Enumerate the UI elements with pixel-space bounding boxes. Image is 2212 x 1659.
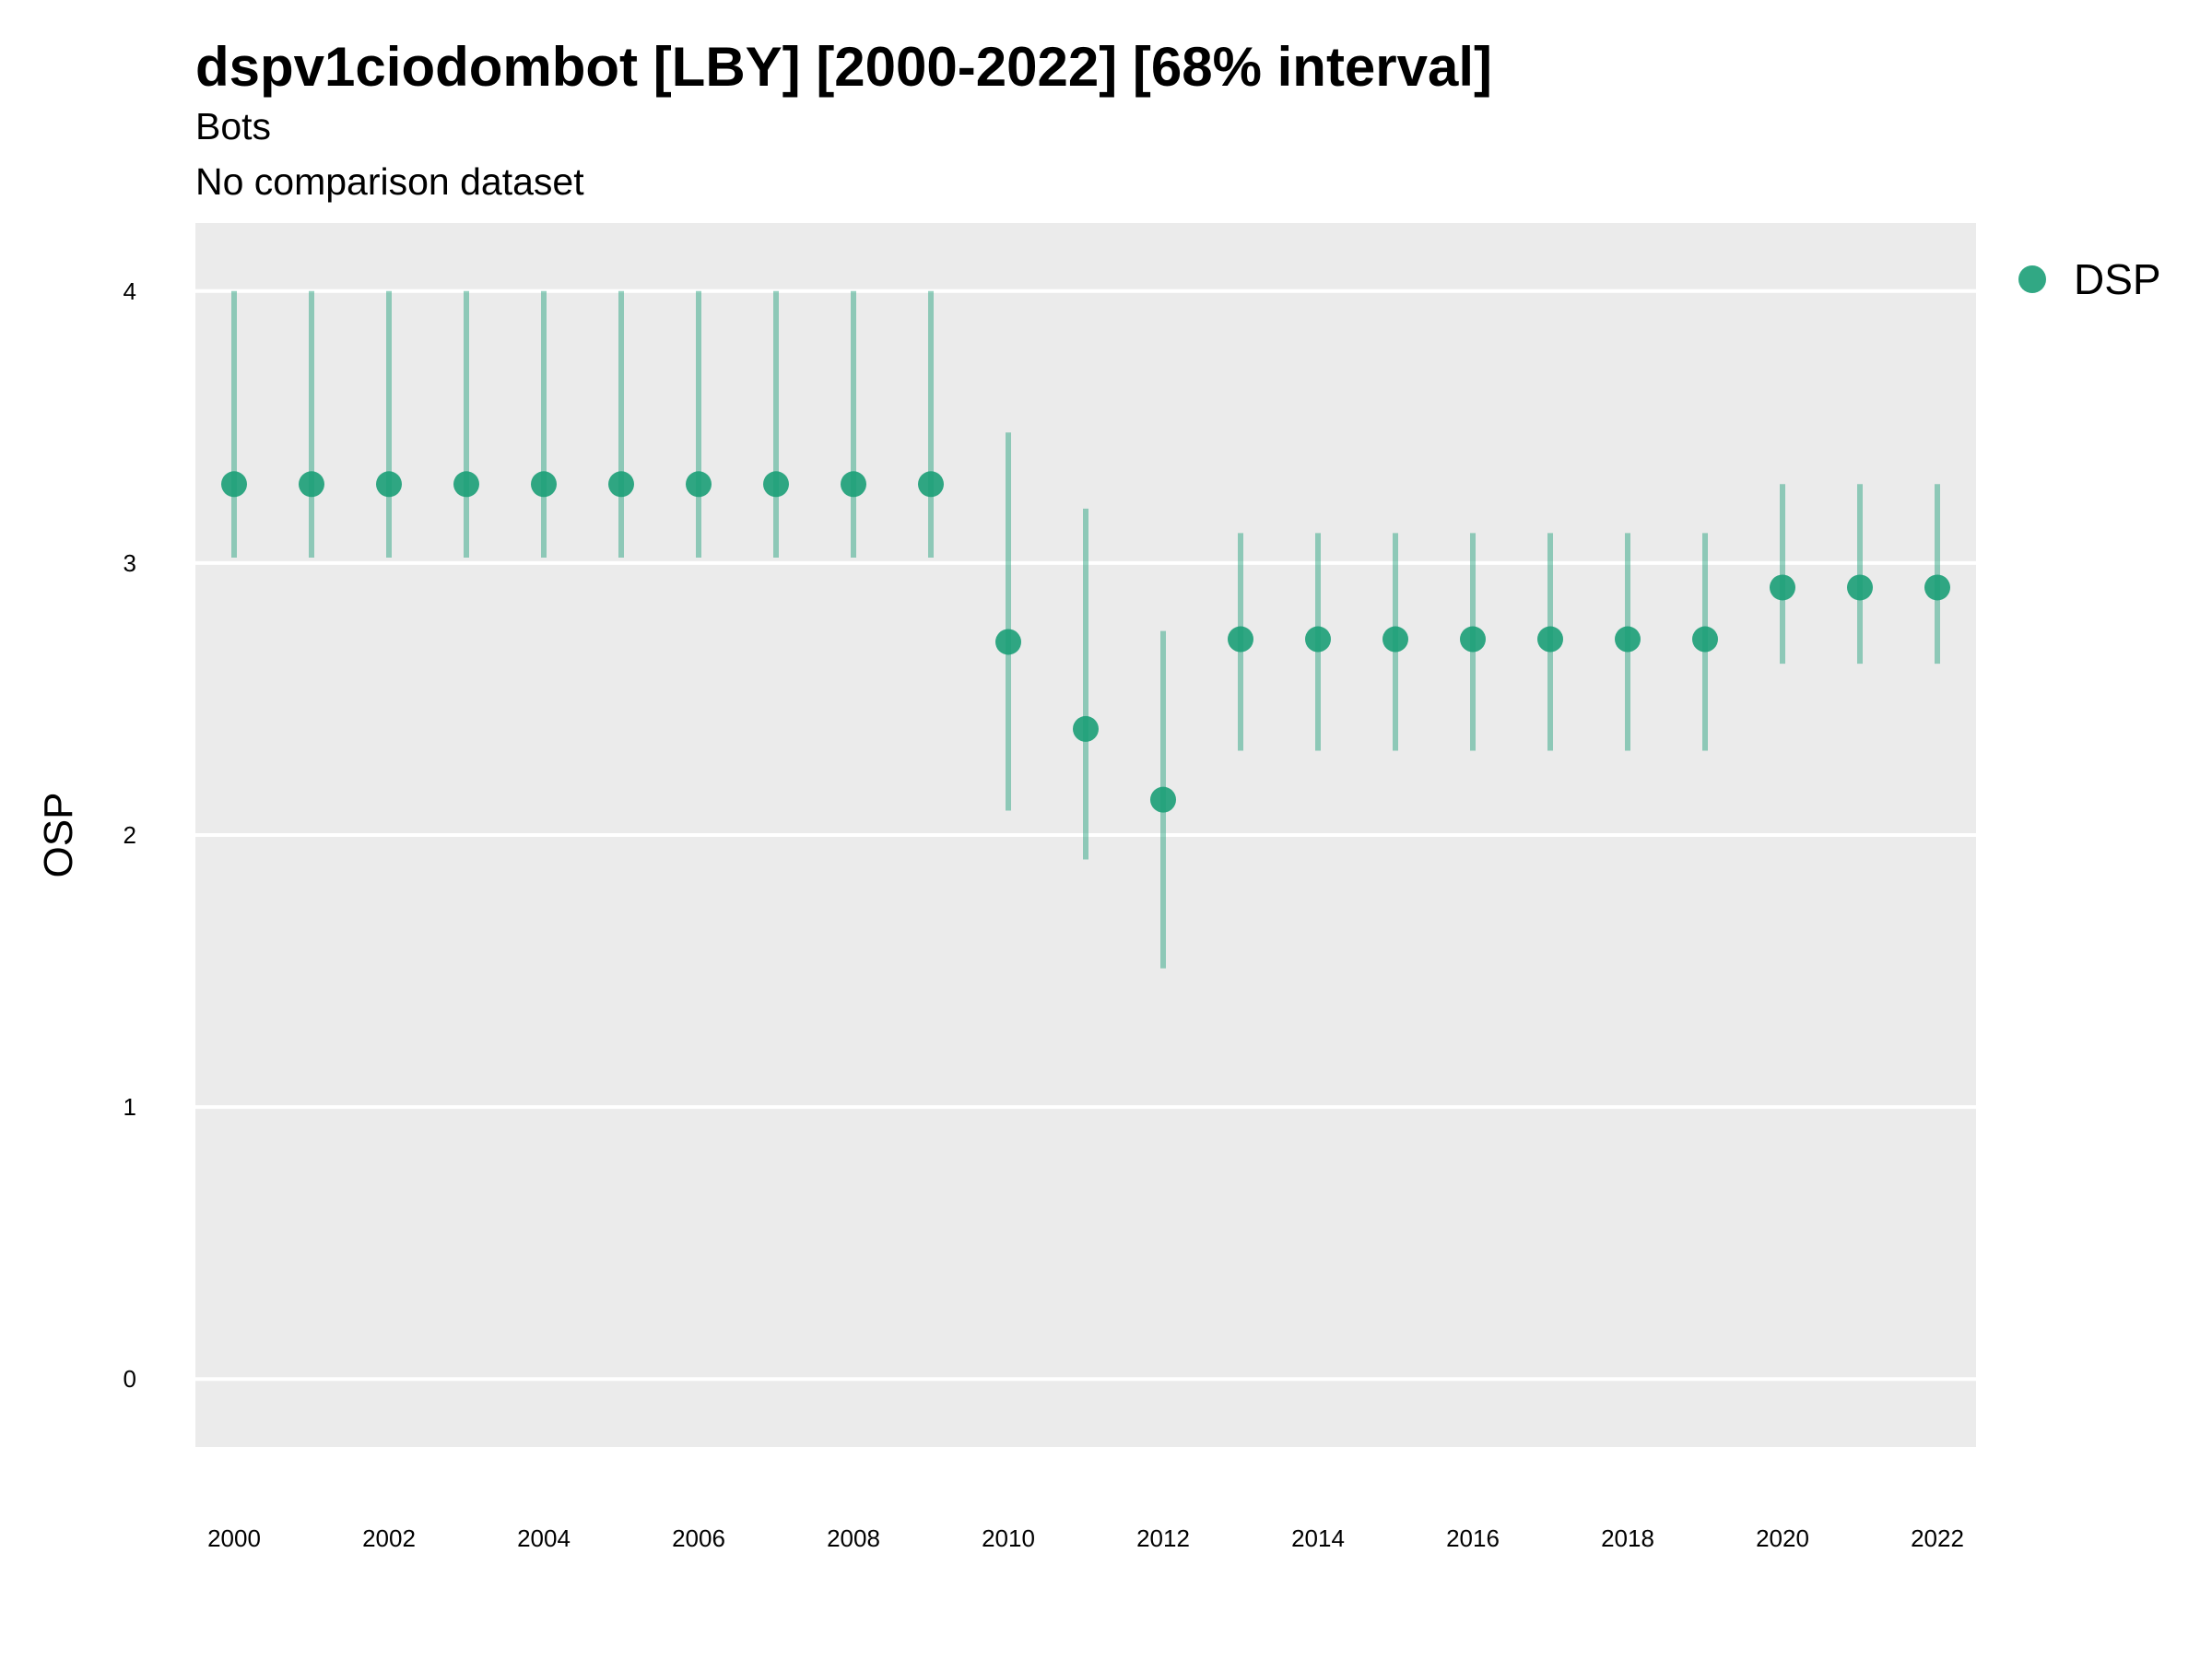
x-tick-label: 2000 [207, 1524, 261, 1552]
data-point [1770, 574, 1795, 601]
data-point [1537, 626, 1563, 653]
y-tick-label: 4 [124, 277, 136, 305]
legend-key [2018, 265, 2046, 293]
data-point [841, 471, 866, 498]
y-tick-label: 1 [124, 1093, 136, 1121]
data-point [1382, 626, 1408, 653]
data-point [608, 471, 634, 498]
data-points [221, 471, 1950, 813]
y-tick-label: 0 [124, 1365, 136, 1393]
data-point [531, 471, 557, 498]
x-tick-label: 2016 [1446, 1524, 1500, 1552]
y-tick-labels: 0 1 2 3 4 [124, 277, 136, 1393]
data-point [1460, 626, 1486, 653]
data-point [376, 471, 402, 498]
data-point [1305, 626, 1331, 653]
x-tick-label: 2006 [672, 1524, 725, 1552]
x-tick-label: 2010 [982, 1524, 1035, 1552]
data-point [1150, 786, 1176, 813]
data-point [1228, 626, 1253, 653]
data-point [453, 471, 479, 498]
x-tick-label: 2012 [1136, 1524, 1190, 1552]
chart-caption: No comparison dataset [195, 160, 584, 203]
data-point [221, 471, 247, 498]
x-tick-label: 2018 [1601, 1524, 1654, 1552]
data-point [918, 471, 944, 498]
data-point [1692, 626, 1718, 653]
data-point [686, 471, 712, 498]
y-tick-label: 2 [124, 821, 136, 849]
x-tick-label: 2020 [1756, 1524, 1809, 1552]
data-point [995, 629, 1021, 655]
x-tick-label: 2002 [362, 1524, 416, 1552]
data-point [1924, 574, 1950, 601]
data-point [1615, 626, 1641, 653]
data-point [1847, 574, 1873, 601]
chart-title: dspv1ciodombot [LBY] [2000-2022] [68% in… [195, 36, 1493, 98]
x-tick-labels: 2000 2002 2004 2006 2008 2010 2012 2014 2016 2018… [207, 1524, 1964, 1552]
legend-label: DSP [2074, 255, 2161, 303]
y-axis-title: OSP [36, 793, 81, 878]
x-tick-label: 2008 [827, 1524, 880, 1552]
x-tick-label: 2014 [1291, 1524, 1345, 1552]
y-tick-label: 3 [124, 549, 136, 577]
x-tick-label: 2004 [517, 1524, 571, 1552]
data-point [1073, 715, 1099, 742]
x-tick-label: 2022 [1911, 1524, 1964, 1552]
gridlines [195, 288, 1976, 1382]
chart-subtitle: Bots [195, 105, 272, 147]
data-point [763, 471, 789, 498]
legend: DSP [2018, 255, 2161, 303]
data-point [299, 471, 324, 498]
